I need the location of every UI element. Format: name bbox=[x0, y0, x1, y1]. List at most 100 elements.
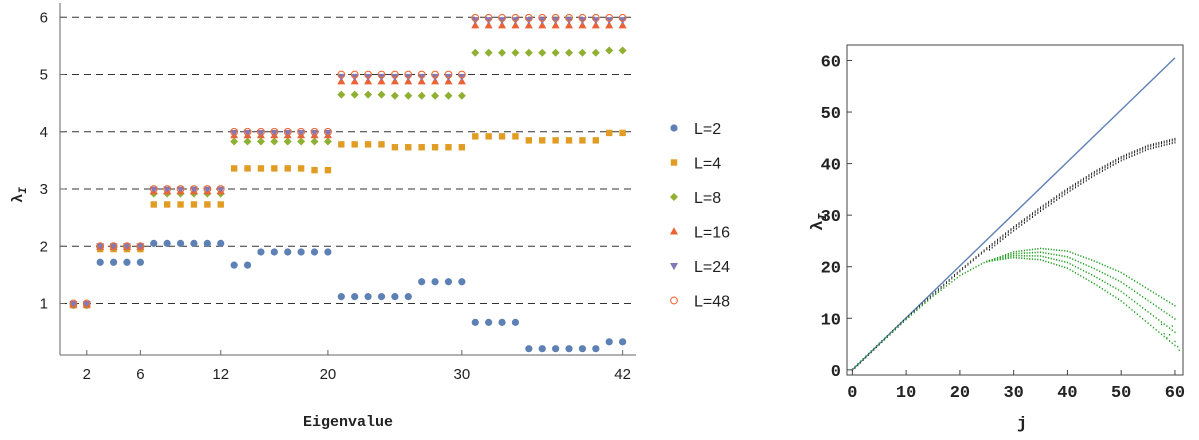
data-point bbox=[591, 48, 600, 57]
data-point bbox=[364, 70, 373, 79]
x-tick-label: 12 bbox=[212, 366, 229, 383]
curve-dot bbox=[1142, 317, 1144, 320]
curve-dot bbox=[1131, 288, 1133, 291]
curve-dot bbox=[1174, 344, 1176, 347]
curve-dot bbox=[1136, 292, 1138, 294]
data-point bbox=[217, 201, 224, 208]
curve-dot bbox=[994, 257, 996, 260]
data-point bbox=[404, 293, 412, 301]
curve-dot bbox=[911, 312, 913, 316]
curve-dot bbox=[1163, 298, 1165, 300]
data-point bbox=[96, 258, 104, 266]
curve-dot bbox=[894, 328, 896, 330]
y-tick-label: 5 bbox=[40, 67, 48, 84]
data-point bbox=[525, 345, 533, 353]
data-point bbox=[565, 21, 574, 29]
curve-dot bbox=[1177, 345, 1179, 348]
curve-dot bbox=[1072, 264, 1074, 267]
curve-dot bbox=[1007, 257, 1009, 260]
curve-dot bbox=[1069, 268, 1071, 271]
curve-dot bbox=[1112, 277, 1114, 279]
curve-dot bbox=[1117, 279, 1120, 282]
curve-dot bbox=[1101, 288, 1103, 290]
curve-dot bbox=[1037, 208, 1039, 212]
data-point bbox=[377, 293, 386, 301]
data-point bbox=[270, 137, 279, 146]
curve-dot bbox=[1066, 250, 1069, 252]
curve-dot bbox=[1021, 257, 1023, 260]
curve-dot bbox=[1091, 274, 1093, 276]
curve-dot bbox=[945, 285, 948, 287]
data-point bbox=[176, 185, 185, 193]
curve-dot bbox=[1056, 254, 1058, 256]
curve-dot bbox=[1053, 253, 1055, 256]
curve-dot bbox=[1007, 230, 1009, 234]
dotted-curve-green bbox=[851, 247, 1180, 371]
data-point bbox=[444, 91, 453, 100]
curve-dot bbox=[1139, 304, 1141, 307]
data-point bbox=[163, 239, 171, 247]
data-point bbox=[390, 70, 399, 79]
data-point bbox=[418, 278, 426, 286]
curve-dot bbox=[1056, 195, 1058, 199]
curve-dot bbox=[997, 242, 999, 245]
data-point bbox=[297, 129, 306, 138]
curve-dot bbox=[851, 368, 853, 372]
curve-dot bbox=[1048, 257, 1050, 259]
curve-dot bbox=[1066, 261, 1069, 264]
curve-dot bbox=[1080, 179, 1082, 183]
y-tick-label: 60 bbox=[821, 53, 841, 72]
curve-dot bbox=[999, 257, 1001, 260]
curve-dot bbox=[953, 278, 956, 281]
data-point bbox=[471, 21, 480, 29]
curve-dot bbox=[1134, 311, 1136, 313]
curve-dot bbox=[996, 256, 999, 259]
curve-dot bbox=[991, 259, 993, 262]
curve-dot bbox=[1099, 262, 1101, 265]
curve-dot bbox=[1107, 274, 1109, 277]
curve-dot bbox=[1101, 166, 1103, 170]
curve-dot bbox=[1002, 256, 1004, 258]
curve-dot bbox=[1101, 169, 1103, 172]
curve-dot bbox=[1099, 286, 1101, 288]
curve-dot bbox=[1126, 157, 1128, 160]
curve-dot bbox=[1018, 222, 1020, 226]
curve-dot bbox=[1168, 301, 1171, 304]
legend-marker bbox=[670, 124, 678, 132]
data-point bbox=[351, 141, 358, 148]
curve-dot bbox=[1155, 146, 1157, 149]
data-point bbox=[458, 144, 466, 151]
curve-dot bbox=[1088, 265, 1090, 268]
curve-dot bbox=[1026, 252, 1028, 254]
curve-dot bbox=[970, 260, 972, 264]
curve-dot bbox=[1104, 168, 1106, 171]
curve-dot bbox=[1117, 270, 1120, 273]
curve-dot bbox=[1048, 248, 1050, 251]
curve-dot bbox=[1039, 255, 1042, 257]
curve-dot bbox=[1050, 253, 1052, 255]
curve-dot bbox=[1061, 195, 1063, 198]
curve-dot bbox=[1096, 169, 1098, 173]
curve-dot bbox=[1074, 272, 1077, 274]
curve-dot bbox=[1144, 149, 1146, 152]
curve-dot bbox=[1061, 255, 1063, 257]
y-tick-label: 30 bbox=[821, 208, 841, 227]
curve-dot bbox=[1026, 249, 1028, 251]
curve-dot bbox=[1166, 139, 1168, 143]
data-point bbox=[203, 185, 212, 193]
data-point bbox=[578, 48, 587, 57]
curve-dot bbox=[1144, 297, 1146, 300]
data-point bbox=[163, 201, 171, 208]
curve-dot bbox=[1042, 208, 1044, 211]
curve-dot bbox=[1042, 204, 1044, 208]
data-point bbox=[123, 258, 131, 266]
curve-dot bbox=[959, 274, 961, 277]
curve-dot bbox=[1174, 137, 1176, 141]
data-point bbox=[445, 144, 452, 151]
curve-dot bbox=[1085, 257, 1087, 259]
data-point bbox=[203, 186, 212, 194]
x-tick-label: 40 bbox=[1057, 384, 1077, 403]
data-point bbox=[96, 242, 105, 251]
curve-dot bbox=[1136, 149, 1138, 153]
data-point bbox=[538, 345, 546, 353]
